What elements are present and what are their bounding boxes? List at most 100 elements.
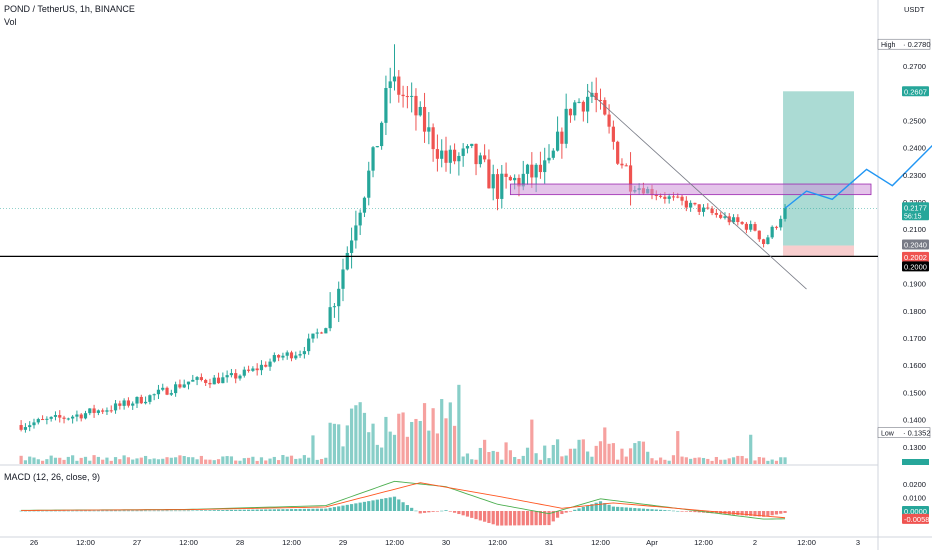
macd-histogram-bar — [23, 510, 28, 512]
candle-body — [358, 212, 362, 226]
low-tag-bg — [877, 427, 931, 438]
macd-histogram-bar — [118, 510, 122, 512]
macd-histogram-bar — [319, 508, 324, 511]
volume-bar — [371, 423, 375, 464]
candle-body — [105, 410, 109, 412]
macd-histogram-bar — [457, 511, 461, 515]
volume-bar — [401, 412, 405, 464]
macd-histogram-bar — [246, 509, 251, 511]
volume-bar — [628, 448, 633, 464]
volume-bar — [543, 445, 547, 464]
entry-tag: 0.2040 — [904, 241, 927, 250]
candle-body — [264, 364, 268, 367]
candle-body — [504, 173, 508, 177]
macd-histogram-bar — [178, 510, 182, 512]
candle-body — [779, 218, 783, 228]
time-tick-label: 12:00 — [797, 538, 816, 547]
macd-histogram-bar — [766, 511, 770, 517]
time-tick-label: 28 — [236, 538, 244, 547]
candle-body — [744, 223, 749, 230]
volume-bar — [122, 455, 126, 464]
volume-bar — [324, 457, 328, 464]
candle-body — [75, 414, 79, 417]
macd-histogram-bar — [139, 510, 143, 512]
volume-bar — [410, 421, 414, 464]
macd-histogram-bar — [680, 511, 684, 512]
candle-body — [465, 145, 470, 149]
candle-body — [199, 377, 203, 380]
volume-bar — [96, 456, 100, 464]
volume-bar — [204, 459, 208, 464]
macd-histogram-bar — [225, 509, 229, 511]
macd-histogram-bar — [208, 510, 212, 511]
volume-bar — [568, 448, 573, 464]
candle-body — [508, 176, 512, 181]
candle-body — [770, 226, 774, 238]
candle-body — [178, 384, 182, 388]
candle-body — [126, 400, 131, 406]
candle-body — [354, 225, 358, 241]
candle-body — [272, 355, 276, 362]
volume-bar — [650, 458, 654, 464]
target-tag: 0.2607 — [904, 87, 927, 96]
macd-histogram-bar — [204, 510, 208, 511]
macd-histogram-bar — [358, 502, 362, 511]
current-price-tag: 0.2177 — [904, 203, 927, 212]
volume-bar — [75, 460, 79, 464]
volume-bar — [182, 456, 186, 464]
macd-histogram-bar — [165, 510, 169, 512]
candle-body — [555, 131, 560, 151]
macd-histogram-bar — [242, 509, 246, 511]
volume-bar — [380, 447, 384, 464]
candle-body — [143, 401, 148, 404]
candle-body — [337, 288, 341, 307]
volume-bar — [195, 459, 199, 464]
volume-bar — [191, 457, 195, 464]
macd-histogram-bar — [324, 508, 328, 511]
candle-body — [551, 150, 555, 158]
candle-body — [410, 95, 414, 97]
volume-bar — [560, 456, 564, 464]
macd-histogram-bar — [345, 504, 349, 511]
candle-body — [543, 160, 547, 173]
candle-body — [315, 332, 319, 334]
candle-body — [238, 375, 242, 379]
macd-histogram-bar — [392, 496, 397, 511]
candle-body — [517, 177, 521, 187]
macd-histogram-bar — [199, 510, 203, 511]
candle-body — [242, 369, 246, 376]
target-tag-bg — [902, 86, 929, 97]
macd-histogram-bar — [538, 511, 543, 526]
volume-bar — [448, 402, 452, 464]
volume-bar — [547, 458, 551, 464]
volume-bar — [388, 431, 392, 464]
volume-bar — [500, 459, 504, 464]
macd-histogram-bar — [195, 510, 199, 511]
candle-body — [221, 377, 225, 384]
volume-bar — [165, 457, 169, 464]
macd-histogram-bar — [397, 499, 401, 511]
volume-bar — [242, 458, 246, 464]
macd-histogram-bar — [551, 511, 555, 522]
macd-histogram-bar — [667, 510, 671, 511]
candle-body — [186, 381, 191, 385]
time-tick-label: 26 — [30, 538, 38, 547]
volume-bar — [714, 456, 718, 464]
candle-body — [418, 106, 422, 116]
volume-bar — [753, 460, 757, 464]
stop-zone — [783, 245, 854, 256]
candle-body — [28, 425, 32, 428]
time-tick-label: 3 — [856, 538, 860, 547]
candle-body — [225, 375, 229, 378]
macd-histogram-bar — [491, 511, 495, 525]
candle-body — [658, 195, 663, 197]
macd-histogram-bar — [58, 510, 62, 512]
macd-histogram-bar — [628, 507, 633, 511]
macd-histogram-bar — [354, 503, 358, 511]
macd-histogram-bar — [36, 510, 40, 512]
volume-bar — [384, 416, 388, 464]
macd-histogram-bar — [238, 509, 242, 511]
macd-histogram-bar — [753, 511, 757, 517]
price-tick-label: 0.1800 — [903, 307, 926, 316]
